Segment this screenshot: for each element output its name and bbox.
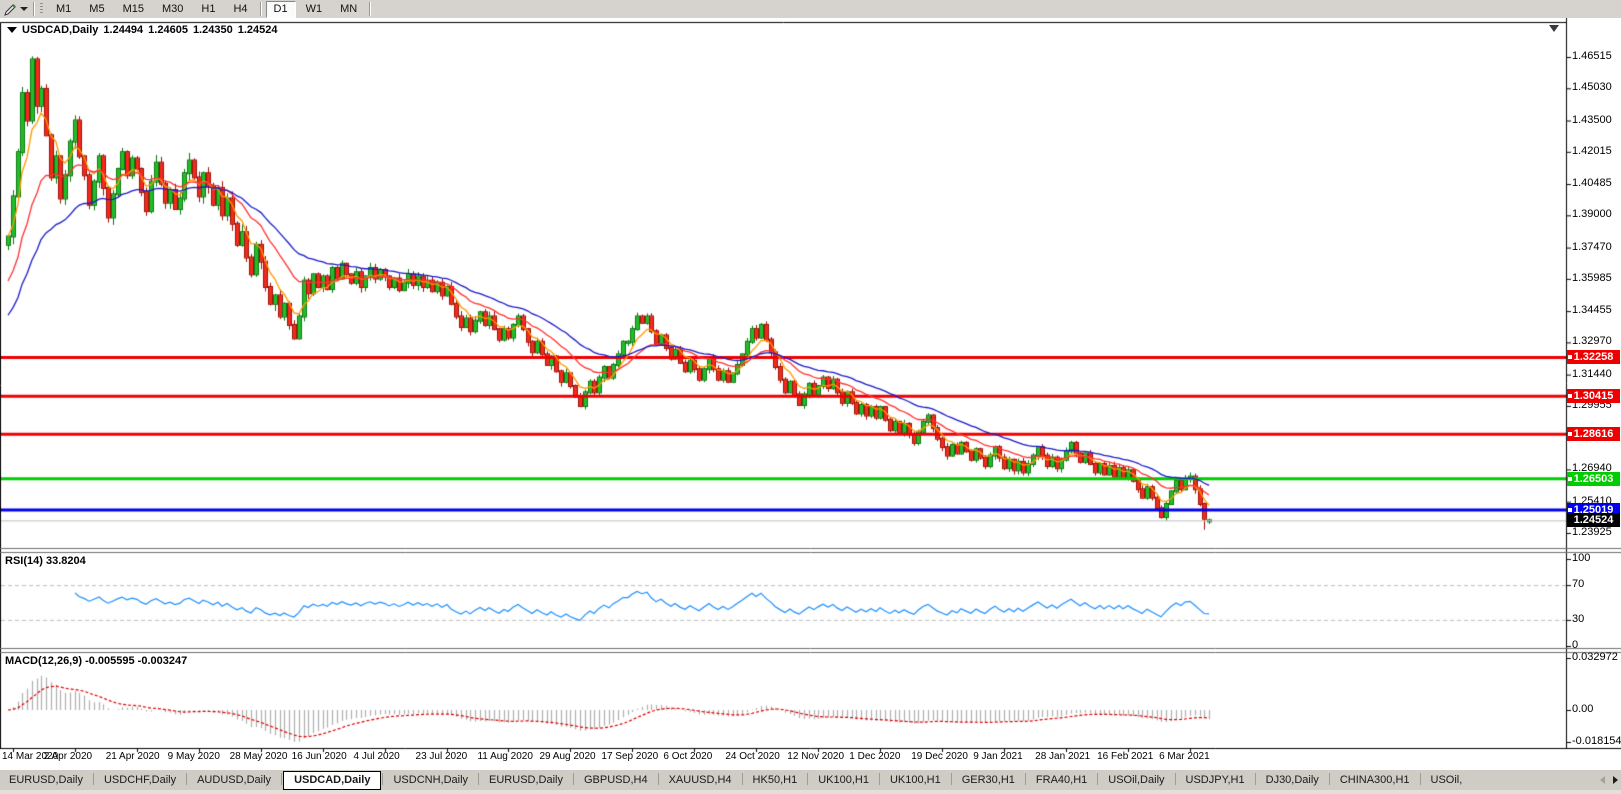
price-chart-canvas[interactable] <box>0 18 1621 766</box>
timeframe-button-d1[interactable]: D1 <box>265 0 296 18</box>
tab-eurusd-daily[interactable]: EURUSD,Daily <box>9 774 83 786</box>
timeframe-button-w1[interactable]: W1 <box>305 2 323 15</box>
timeframe-button-h1[interactable]: H1 <box>201 2 216 15</box>
tab-usdcnh-daily[interactable]: USDCNH,Daily <box>393 774 469 786</box>
tab-separator <box>1097 772 1099 785</box>
chart-tabs-bar: EURUSD,Daily USDCHF,Daily AUDUSD,Daily USDC… <box>0 770 1621 790</box>
tab-audusd-daily[interactable]: AUDUSD,Daily <box>197 774 272 786</box>
pencil-tool-icon <box>4 3 17 16</box>
tab-separator <box>1419 772 1421 785</box>
tab-separator <box>878 772 880 785</box>
status-strip <box>0 790 1621 794</box>
tab-uk100-h1[interactable]: UK100,H1 <box>818 774 869 786</box>
tab-usdjpy-h1[interactable]: USDJPY,H1 <box>1185 774 1245 786</box>
tab-ger30-h1[interactable]: GER30,H1 <box>961 774 1015 786</box>
tab-scroll-left-icon[interactable] <box>1600 776 1605 784</box>
chart-window: USDCAD,Daily 1.24494 1.24605 1.24350 1.2… <box>0 18 1621 770</box>
tab-usdcad-daily[interactable]: USDCAD,Daily <box>283 771 382 790</box>
toolbar-drag-handle[interactable] <box>40 3 43 15</box>
tab-fra40-h1[interactable]: FRA40,H1 <box>1035 774 1088 786</box>
tab-uk100-h1[interactable]: UK100,H1 <box>889 774 941 786</box>
tab-separator <box>1328 772 1330 785</box>
timeframe-toolbar: M1 M5 M15 M30 H1 H4 D1 W1 MN <box>0 0 1621 19</box>
timeframe-button-h4[interactable]: H4 <box>233 2 248 15</box>
tab-separator <box>741 772 743 785</box>
tab-separator <box>478 772 480 785</box>
tab-separator <box>950 772 952 785</box>
tab-separator <box>281 772 283 785</box>
tab-separator <box>1174 772 1176 785</box>
tab-scroll-arrows <box>1592 770 1618 790</box>
tab-usoil-daily[interactable]: USOil,Daily <box>1108 774 1165 786</box>
tab-separator <box>92 772 94 785</box>
draw-tool-button[interactable] <box>2 1 30 17</box>
toolbar-separator <box>369 2 372 16</box>
timeframe-button-m5[interactable]: M5 <box>89 2 105 15</box>
timeframe-button-m15[interactable]: M15 <box>122 2 144 15</box>
chart-tabs: EURUSD,Daily USDCHF,Daily AUDUSD,Daily USDC… <box>0 770 1471 790</box>
timeframe-button-m30[interactable]: M30 <box>161 2 184 15</box>
tab-scroll-right-icon[interactable] <box>1613 776 1618 784</box>
tab-usoil[interactable]: USOil, <box>1430 774 1463 786</box>
tab-separator <box>573 772 574 785</box>
tab-separator <box>657 772 659 785</box>
tab-separator <box>1024 772 1026 785</box>
tab-china300-h1[interactable]: CHINA300,H1 <box>1339 774 1410 786</box>
tab-xauusd-h4[interactable]: XAUUSD,H4 <box>668 774 732 786</box>
tab-separator <box>186 772 188 785</box>
timeframe-button-mn[interactable]: MN <box>340 2 358 15</box>
tab-hk50-h1[interactable]: HK50,H1 <box>752 774 798 786</box>
tab-separator <box>1254 772 1256 785</box>
tab-usdchf-daily[interactable]: USDCHF,Daily <box>103 774 177 786</box>
toolbar-separator <box>259 2 262 16</box>
chevron-down-icon <box>20 7 28 11</box>
tab-gbpusd-h4[interactable]: GBPUSD,H4 <box>584 774 648 786</box>
tab-eurusd-daily[interactable]: EURUSD,Daily <box>489 774 563 786</box>
tab-separator <box>807 772 809 785</box>
toolbar-separator <box>33 2 35 16</box>
timeframe-button-m1[interactable]: M1 <box>56 2 72 15</box>
tab-dj30-daily[interactable]: DJ30,Daily <box>1265 774 1319 786</box>
tab-separator <box>382 772 384 785</box>
timeframe-buttons-group: M1 M5 M15 M30 H1 H4 D1 W1 MN <box>47 0 374 18</box>
